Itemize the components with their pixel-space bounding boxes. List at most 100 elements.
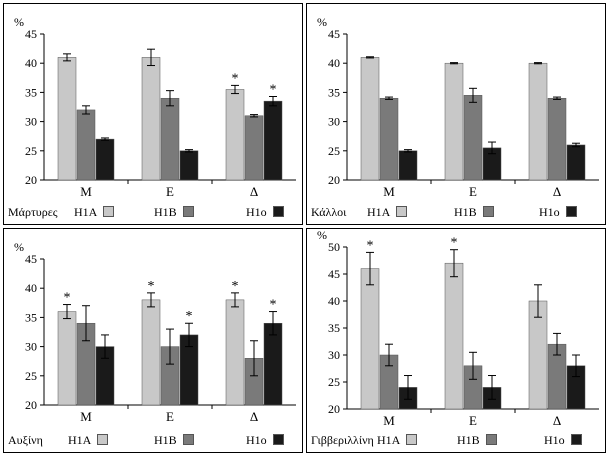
significance-marker: * [270, 82, 277, 97]
legend-h1b: H1B [154, 205, 194, 220]
significance-marker: * [451, 236, 458, 251]
chart-panel-auxini: % 20 25 30 35 40 45 * Μ * * Ε * * Δ Αυξίνη H1A H1B H1o [3, 228, 303, 453]
bar-h1a [360, 57, 380, 181]
y-tick-label: 45 [328, 267, 340, 281]
significance-marker: * [232, 279, 239, 294]
legend-h1b: H1B [454, 205, 494, 220]
bar-h1a [225, 299, 245, 406]
legend-h1a: H1A [68, 433, 109, 448]
chart-plot: % 20 25 30 35 40 45 * Μ * * Ε * * Δ [14, 240, 296, 424]
x-category-label: Δ [250, 184, 258, 199]
y-tick-label: 30 [25, 115, 37, 129]
bar-h1a [57, 57, 77, 181]
legend-condition: Αυξίνη [8, 433, 43, 447]
bar-h1b [547, 97, 567, 181]
bar-h1o [263, 100, 283, 181]
bar-h1o [566, 144, 586, 181]
chart-plot: % 20 25 30 35 40 45 50 * Μ * Ε Δ [317, 228, 599, 428]
bar-h1b [379, 97, 399, 181]
y-tick-label: 20 [328, 402, 340, 416]
y-tick-label: 20 [25, 398, 37, 412]
x-category-label: Μ [80, 184, 92, 199]
y-unit-label: % [317, 228, 327, 242]
chart-plot: % 20 25 30 35 40 45 Μ Ε * * Δ [14, 15, 296, 199]
significance-marker: * [186, 309, 193, 324]
bar-h1b [463, 95, 483, 181]
legend-swatch-h1o [570, 434, 582, 445]
bar-h1a [141, 57, 161, 181]
x-category-label: Δ [553, 184, 561, 199]
chart-panel-martyres: % 20 25 30 35 40 45 Μ Ε * * Δ Μάρτυρες H1A H1B H1o [3, 3, 303, 225]
bar-h1a [444, 262, 464, 410]
bar-h1o [263, 322, 283, 406]
legend-swatch-h1a [396, 206, 408, 217]
legend-h1a: H1A [377, 433, 418, 448]
y-tick-label: 25 [328, 144, 340, 158]
x-category-label: Δ [553, 413, 561, 428]
y-tick-label: 20 [328, 173, 340, 187]
legend-label-h1o: H1o [544, 433, 565, 447]
x-category-label: Ε [166, 409, 174, 424]
x-category-label: Ε [469, 184, 477, 199]
legend-swatch-h1o [272, 206, 284, 217]
legend-swatch-h1o [272, 434, 284, 445]
y-tick-label: 35 [25, 310, 37, 324]
legend-swatch-h1b [482, 206, 494, 217]
bar-h1b [160, 97, 180, 181]
y-unit-label: % [317, 15, 327, 29]
y-tick-label: 35 [328, 321, 340, 335]
legend-condition: Κάλλοι [311, 205, 347, 219]
x-category-label: Ε [469, 413, 477, 428]
bar-h1o [95, 138, 115, 181]
legend-label-h1b: H1B [454, 205, 477, 219]
y-tick-label: 30 [328, 115, 340, 129]
bar-h1a [225, 89, 245, 181]
y-tick-label: 20 [25, 173, 37, 187]
legend-label-h1a: H1A [74, 205, 98, 219]
bar-h1a [57, 311, 77, 406]
x-category-label: Μ [80, 409, 92, 424]
legend: Γιββεριλλίνη H1A H1B H1o [309, 430, 603, 450]
legend-h1o: H1o [246, 433, 284, 448]
bar-h1a [444, 62, 464, 181]
legend-h1a: H1A [367, 205, 408, 220]
y-tick-label: 45 [25, 27, 37, 41]
significance-marker: * [64, 291, 71, 306]
legend-label-h1b: H1B [154, 433, 177, 447]
bar-h1a [141, 299, 161, 406]
legend-label-h1a: H1A [68, 433, 92, 447]
bar-h1o [179, 150, 199, 181]
legend-h1o: H1o [539, 205, 577, 220]
legend-h1o: H1o [246, 205, 284, 220]
chart-panel-gibberellini: % 20 25 30 35 40 45 50 * Μ * Ε Δ Γιββεριλλίνη H1A H1… [306, 228, 606, 453]
significance-marker: * [367, 238, 374, 253]
legend-h1o: H1o [544, 433, 582, 448]
legend-swatch-h1a [97, 434, 109, 445]
x-category-label: Μ [383, 184, 395, 199]
legend-condition: Γιββεριλλίνη [311, 433, 374, 447]
x-category-label: Δ [250, 409, 258, 424]
legend-label-h1o: H1o [539, 205, 560, 219]
y-tick-label: 35 [25, 85, 37, 99]
y-tick-label: 40 [25, 56, 37, 70]
legend-swatch-h1a [406, 434, 418, 445]
y-tick-label: 30 [25, 340, 37, 354]
legend-swatch-h1a [103, 206, 115, 217]
y-tick-label: 25 [25, 144, 37, 158]
bar-h1o [398, 150, 418, 181]
legend-label-h1o: H1o [246, 433, 267, 447]
y-tick-label: 25 [328, 375, 340, 389]
bar-h1a [528, 62, 548, 181]
significance-marker: * [270, 298, 277, 313]
legend-swatch-h1b [182, 206, 194, 217]
legend-swatch-h1b [182, 434, 194, 445]
x-category-label: Μ [383, 413, 395, 428]
legend-h1b: H1B [154, 433, 194, 448]
y-tick-label: 25 [25, 369, 37, 383]
legend-label-h1a: H1A [367, 205, 391, 219]
legend-swatch-h1o [565, 206, 577, 217]
y-tick-label: 35 [328, 85, 340, 99]
legend-h1a: H1A [74, 205, 115, 220]
legend: Κάλλοι H1A H1B H1o [309, 202, 603, 222]
y-tick-label: 45 [25, 252, 37, 266]
